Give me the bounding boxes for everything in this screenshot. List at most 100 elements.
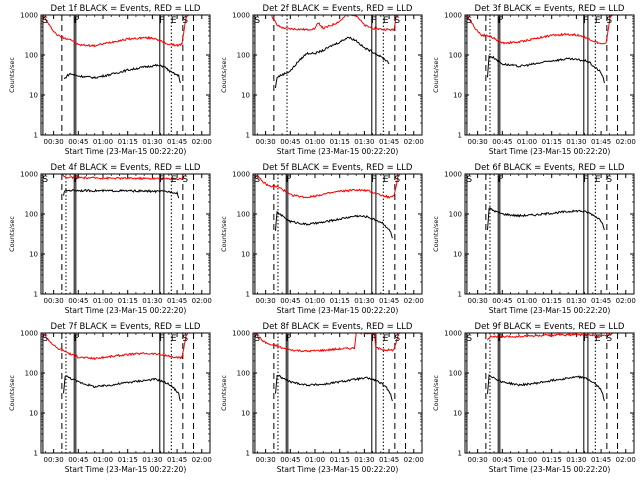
x-tick-label: 02:00 — [616, 138, 636, 146]
x-tick-label: 01:30 — [566, 456, 586, 464]
x-tick-label: 01:15 — [118, 138, 138, 146]
event-marker-label: F — [371, 175, 376, 185]
x-tick-label: 02:00 — [192, 138, 212, 146]
event-marker-label: S — [394, 334, 400, 344]
x-tick-label: 00:45 — [280, 456, 300, 464]
series-line — [254, 174, 401, 199]
x-tick-label: 01:30 — [566, 297, 586, 305]
plot-frame — [464, 332, 635, 454]
x-tick-label: 01:15 — [542, 297, 562, 305]
event-marker-label: S — [254, 175, 260, 185]
x-axis-label: Start Time (23-Mar-15 00:22:20) — [277, 147, 399, 156]
y-tick-label: 10 — [29, 410, 38, 418]
series-line — [487, 333, 613, 341]
event-marker-label: E — [171, 16, 177, 26]
y-tick-label: 1000 — [20, 330, 38, 338]
x-axis-label: Start Time (23-Mar-15 00:22:20) — [65, 147, 187, 156]
x-tick-label: 02:00 — [404, 456, 424, 464]
x-axis-label: Start Time (23-Mar-15 00:22:20) — [489, 147, 611, 156]
event-marker-label: F — [74, 175, 79, 185]
x-tick-label: 00:30 — [468, 456, 488, 464]
x-tick-label: 01:45 — [167, 297, 187, 305]
x-tick-label: 02:00 — [616, 297, 636, 305]
event-marker-label: S — [42, 175, 48, 185]
event-marker-label: S — [42, 334, 48, 344]
x-tick-label: 01:15 — [330, 138, 350, 146]
x-tick-label: 01:45 — [591, 297, 611, 305]
x-tick-label: 01:15 — [330, 456, 350, 464]
y-tick-label: 1 — [34, 291, 38, 299]
detector-panel: Det 1f BLACK = Events, RED = LLD Counts/s… — [8, 4, 212, 156]
event-marker-label: S — [254, 16, 260, 26]
y-tick-label: 100 — [449, 370, 462, 378]
plot-area — [466, 15, 619, 135]
x-tick-label: 00:30 — [256, 456, 276, 464]
plot-area — [254, 15, 407, 135]
series-line — [466, 15, 613, 45]
y-tick-label: 1 — [246, 291, 250, 299]
y-tick-label: 10 — [453, 92, 462, 100]
detector-panel: Det 7f BLACK = Events, RED = LLD Counts/s… — [8, 322, 212, 474]
y-tick-label: 1000 — [20, 171, 38, 179]
x-axis-label: Start Time (23-Mar-15 00:22:20) — [277, 306, 399, 315]
detector-panel: Det 2f BLACK = Events, RED = LLD Counts/s… — [220, 4, 424, 156]
x-tick-label: 00:30 — [44, 456, 64, 464]
series-line — [275, 211, 393, 239]
event-marker-label: F — [74, 334, 79, 344]
panel-title: Det 2f BLACK = Events, RED = LLD — [263, 4, 413, 14]
panel-title: Det 9f BLACK = Events, RED = LLD — [475, 322, 625, 332]
plot-frame — [464, 173, 635, 295]
y-axis-label: Counts/sec — [220, 216, 228, 252]
x-tick-label: 01:00 — [305, 297, 325, 305]
y-axis-label: Counts/sec — [220, 57, 228, 93]
plot-frame — [40, 173, 211, 295]
x-tick-label: 00:45 — [68, 297, 88, 305]
x-tick-label: 02:00 — [192, 297, 212, 305]
event-marker-label: S — [394, 175, 400, 185]
event-marker-label: E — [171, 175, 177, 185]
y-tick-label: 1000 — [232, 12, 250, 20]
x-tick-label: 01:00 — [517, 297, 537, 305]
x-tick-label: 00:30 — [44, 297, 64, 305]
event-marker-label: S — [182, 334, 188, 344]
y-axis-label: Counts/sec — [8, 375, 16, 411]
x-tick-label: 01:45 — [167, 456, 187, 464]
x-tick-label: 01:00 — [93, 297, 113, 305]
x-tick-label: 01:15 — [542, 138, 562, 146]
y-tick-label: 1 — [246, 450, 250, 458]
series-line — [42, 15, 189, 48]
y-tick-label: 100 — [449, 52, 462, 60]
y-tick-label: 10 — [241, 410, 250, 418]
series-line — [42, 333, 189, 361]
event-marker-label: F — [498, 334, 503, 344]
event-marker-label: S — [182, 175, 188, 185]
x-tick-label: 00:45 — [492, 138, 512, 146]
y-tick-label: 10 — [29, 92, 38, 100]
y-axis-label: Counts/sec — [432, 216, 440, 252]
y-tick-label: 100 — [237, 370, 250, 378]
plot-frame — [252, 14, 423, 136]
x-tick-label: 01:45 — [379, 456, 399, 464]
x-axis-label: Start Time (23-Mar-15 00:22:20) — [65, 465, 187, 474]
y-tick-label: 1000 — [20, 12, 38, 20]
y-tick-label: 1000 — [444, 330, 462, 338]
plot-frame — [252, 173, 423, 295]
y-tick-label: 100 — [25, 370, 38, 378]
y-tick-label: 1 — [458, 291, 462, 299]
plot-area — [254, 333, 407, 453]
x-tick-label: 00:30 — [468, 297, 488, 305]
x-tick-label: 01:30 — [566, 138, 586, 146]
x-tick-label: 02:00 — [404, 297, 424, 305]
x-tick-label: 01:15 — [330, 297, 350, 305]
y-tick-label: 1 — [458, 450, 462, 458]
x-tick-label: 00:45 — [68, 138, 88, 146]
event-marker-label: S — [182, 16, 188, 26]
x-axis-label: Start Time (23-Mar-15 00:22:20) — [65, 306, 187, 315]
y-tick-label: 10 — [453, 410, 462, 418]
plot-area — [254, 174, 407, 294]
plot-area — [466, 333, 619, 453]
y-tick-label: 10 — [241, 92, 250, 100]
y-tick-label: 100 — [25, 52, 38, 60]
x-tick-label: 01:45 — [591, 456, 611, 464]
event-marker-label: S — [606, 16, 612, 26]
